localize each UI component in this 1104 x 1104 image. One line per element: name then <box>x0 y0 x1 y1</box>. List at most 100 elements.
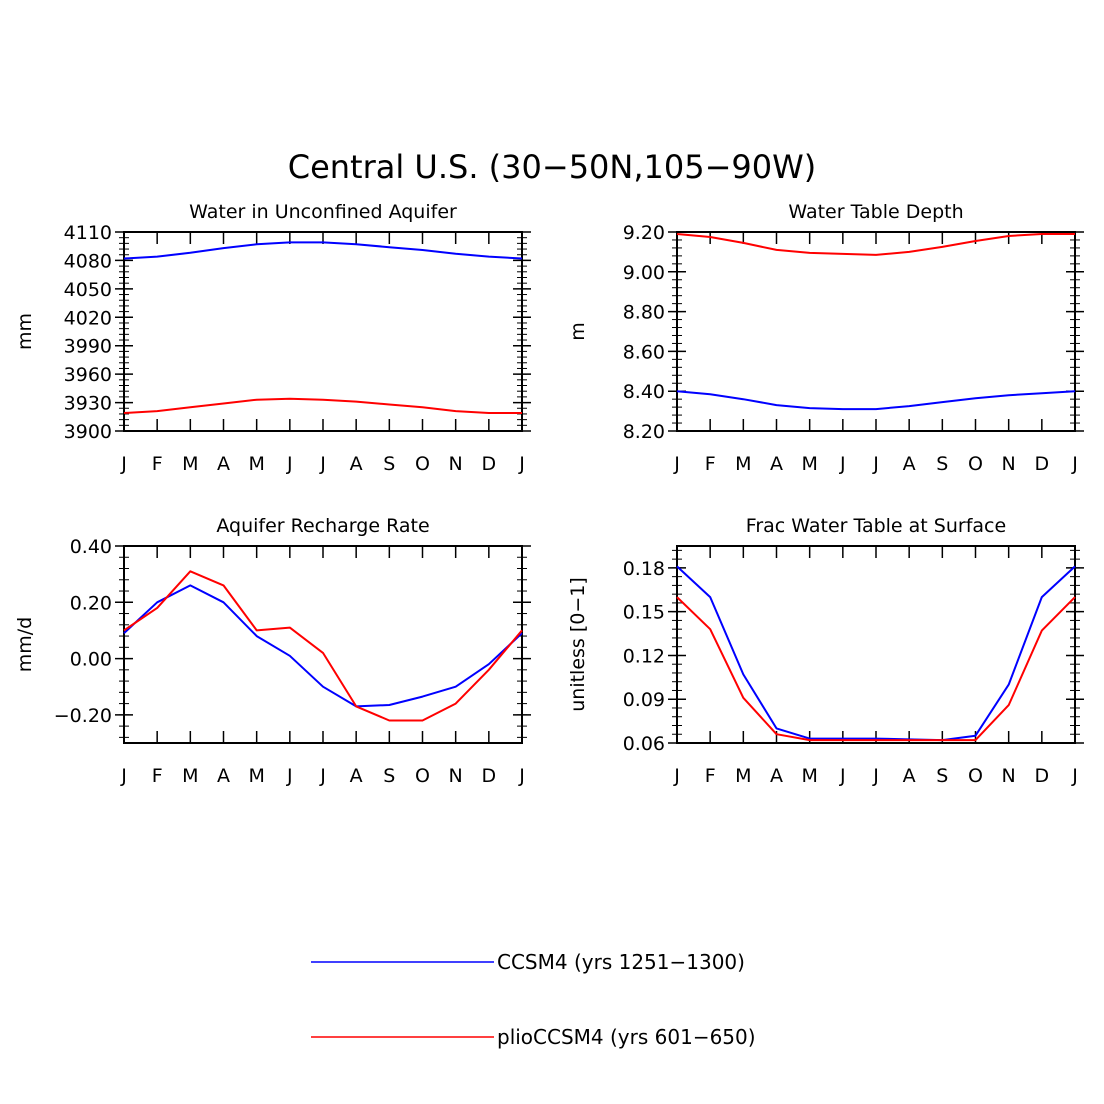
x-tick-label: S <box>383 765 395 787</box>
y-tick-label: 4020 <box>64 307 112 329</box>
x-tick-label: O <box>968 453 983 475</box>
x-tick-label: D <box>482 765 497 787</box>
x-tick-label: J <box>120 453 127 475</box>
series-line-plioccsm4 <box>123 397 522 414</box>
panel-title: Aquifer Recharge Rate <box>216 515 429 537</box>
y-tick-label: 0.15 <box>623 602 665 624</box>
x-tick-label: F <box>152 453 163 475</box>
x-tick-label: J <box>286 765 293 787</box>
plot-frame <box>123 231 523 432</box>
y-tick-label: −0.20 <box>54 705 112 727</box>
plot-frame <box>123 545 523 744</box>
x-tick-label: O <box>415 765 430 787</box>
x-tick-label: J <box>1071 453 1078 475</box>
x-tick-label: J <box>839 453 846 475</box>
x-tick-label: A <box>903 765 916 787</box>
chart-panels: J F M A M J J A S O N D J390039303960399040204050408… <box>14 201 1084 787</box>
x-tick-label: J <box>872 765 879 787</box>
x-tick-label: N <box>1002 765 1016 787</box>
x-tick-label: J <box>120 765 127 787</box>
series-line-plioccsm4 <box>676 233 1075 256</box>
x-tick-label: J <box>673 765 680 787</box>
series-line-ccsm4 <box>123 584 523 708</box>
y-tick-label: 4080 <box>64 250 112 272</box>
x-tick-label: F <box>705 453 716 475</box>
x-tick-label: S <box>936 453 948 475</box>
x-tick-label: N <box>449 765 463 787</box>
x-tick-label: A <box>903 453 916 475</box>
panel-water-table-depth: J F M A M J J A S O N D J8.208.408.608.809.009.20Wat… <box>567 201 1084 475</box>
y-tick-label: 0.40 <box>70 536 112 558</box>
x-tick-label: M <box>182 765 198 787</box>
y-tick-label: 4050 <box>64 279 112 301</box>
y-tick-label: 3930 <box>64 393 112 415</box>
plot-frame <box>676 545 1076 744</box>
x-tick-label: J <box>286 453 293 475</box>
y-tick-label: 8.80 <box>623 302 665 324</box>
y-axis-label: mm/d <box>14 617 36 672</box>
series-line-ccsm4 <box>676 390 1076 411</box>
y-tick-label: 0.00 <box>70 649 112 671</box>
y-tick-label: 0.06 <box>623 733 665 755</box>
y-tick-label: 0.20 <box>70 592 112 614</box>
y-axis-label: mm <box>14 313 36 350</box>
x-tick-label: M <box>248 453 264 475</box>
y-tick-label: 8.40 <box>623 381 665 403</box>
panel-title: Water in Unconfined Aquifer <box>189 201 457 223</box>
x-tick-label: S <box>383 453 395 475</box>
series-line-ccsm4 <box>676 565 1076 742</box>
series-line-plioccsm4 <box>123 570 523 722</box>
x-tick-label: J <box>319 765 326 787</box>
x-tick-label: A <box>217 453 230 475</box>
figure-title: Central U.S. (30−50N,105−90W) <box>288 148 817 186</box>
x-tick-label: A <box>770 453 783 475</box>
y-axis-label: m <box>567 322 589 341</box>
y-axis-label: unitless [0−1] <box>567 577 589 712</box>
x-tick-label: A <box>770 765 783 787</box>
y-tick-label: 9.20 <box>623 222 665 244</box>
x-tick-label: J <box>872 453 879 475</box>
x-tick-label: F <box>152 765 163 787</box>
x-tick-label: A <box>350 453 363 475</box>
x-tick-label: J <box>319 453 326 475</box>
y-tick-label: 0.18 <box>623 558 665 580</box>
x-tick-label: F <box>705 765 716 787</box>
x-tick-label: M <box>735 453 751 475</box>
x-tick-label: D <box>1035 765 1050 787</box>
x-tick-label: O <box>415 453 430 475</box>
x-tick-label: M <box>735 765 751 787</box>
x-tick-label: M <box>182 453 198 475</box>
series-line-ccsm4 <box>123 241 523 260</box>
x-tick-label: M <box>801 453 817 475</box>
x-tick-label: A <box>217 765 230 787</box>
panel-aquifer-water: J F M A M J J A S O N D J390039303960399040204050408… <box>14 201 531 475</box>
x-tick-label: J <box>518 453 525 475</box>
panel-title: Water Table Depth <box>788 201 963 223</box>
x-tick-label: O <box>968 765 983 787</box>
x-tick-label: M <box>801 765 817 787</box>
x-tick-label: D <box>482 453 497 475</box>
y-tick-label: 9.00 <box>623 262 665 284</box>
x-tick-label: J <box>1071 765 1078 787</box>
series-line-plioccsm4 <box>676 596 1076 742</box>
x-tick-label: M <box>248 765 264 787</box>
x-tick-label: J <box>673 453 680 475</box>
y-tick-label: 4110 <box>64 222 112 244</box>
y-tick-label: 8.60 <box>623 341 665 363</box>
y-tick-label: 8.20 <box>623 421 665 443</box>
plot-frame <box>676 231 1076 432</box>
panel-title: Frac Water Table at Surface <box>746 515 1006 537</box>
x-tick-label: J <box>839 765 846 787</box>
y-tick-label: 3960 <box>64 364 112 386</box>
x-tick-label: N <box>449 453 463 475</box>
x-tick-label: J <box>518 765 525 787</box>
y-tick-label: 3900 <box>64 421 112 443</box>
legend-label-plioccsm4: plioCCSM4 (yrs 601−650) <box>497 1025 756 1049</box>
x-tick-label: D <box>1035 453 1050 475</box>
x-tick-label: N <box>1002 453 1016 475</box>
y-tick-label: 0.12 <box>623 645 665 667</box>
legend: CCSM4 (yrs 1251−1300) plioCCSM4 (yrs 601… <box>311 950 756 1049</box>
